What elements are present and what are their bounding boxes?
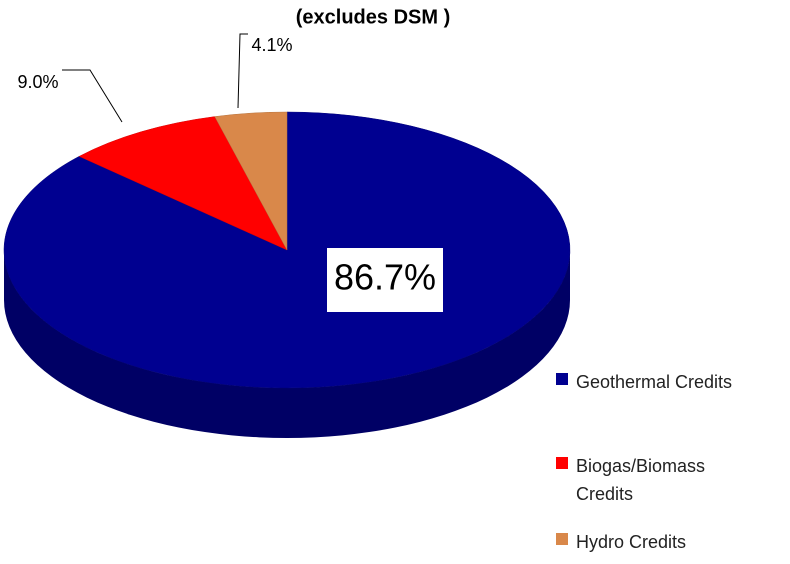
legend-swatch — [556, 373, 568, 385]
leader-line — [62, 69, 123, 123]
label-box — [327, 248, 443, 312]
legend-swatch — [556, 457, 568, 469]
data-label: 86.7% — [334, 257, 436, 298]
legend-label: Hydro Credits — [576, 532, 687, 552]
legend-item: Hydro Credits — [556, 528, 756, 556]
data-label: 9.0% — [17, 72, 58, 92]
legend-label: Biogas/Biomass Credits — [576, 456, 706, 504]
leader-line — [237, 33, 248, 109]
legend-swatch — [556, 533, 568, 545]
legend-item: Biogas/Biomass Credits — [556, 452, 756, 508]
chart-title: (excludes DSM ) — [296, 6, 450, 28]
legend-label: Geothermal Credits — [576, 372, 733, 392]
slice — [78, 116, 288, 251]
slice-side — [4, 250, 570, 438]
slice — [214, 111, 288, 251]
data-label: 4.1% — [251, 35, 292, 55]
legend-item: Geothermal Credits — [556, 368, 756, 396]
